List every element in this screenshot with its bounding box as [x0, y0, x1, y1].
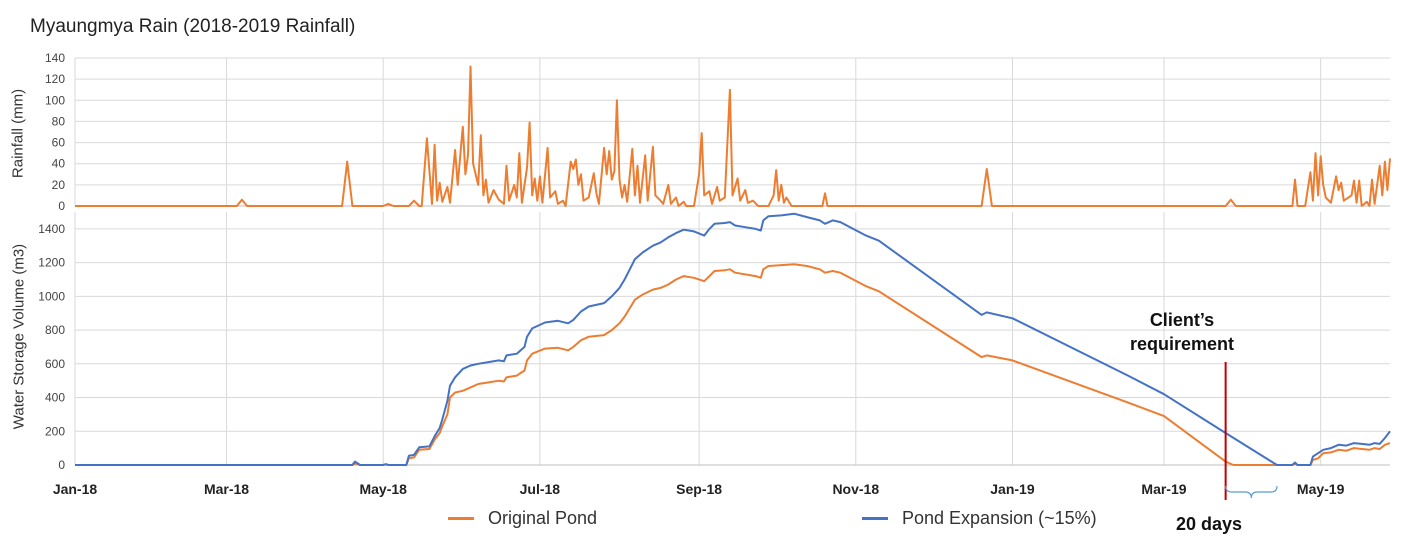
rain-ytick-7: 140: [45, 51, 65, 65]
x-tick-label-0: Jan-18: [53, 481, 98, 497]
x-tick-label-2: May-18: [359, 481, 407, 497]
storage-series-1-line: [75, 212, 1391, 466]
x-tick-label-8: May-19: [1297, 481, 1345, 497]
x-tick-label-5: Nov-18: [832, 481, 879, 497]
legend-label-original: Original Pond: [488, 508, 598, 528]
x-tick-label-1: Mar-18: [204, 481, 249, 497]
storage-ytick-5: 1000: [38, 289, 65, 303]
x-tick-label-6: Jan-19: [990, 481, 1035, 497]
rain-ytick-1: 20: [52, 178, 66, 192]
span-annotation: 20 days: [1176, 514, 1243, 534]
rain-ytick-4: 80: [52, 114, 66, 128]
storage-ytick-7: 1400: [38, 222, 65, 236]
rain-ytick-3: 60: [52, 136, 66, 150]
rain-series-0-line: [75, 65, 1391, 207]
storage-ytick-2: 400: [45, 391, 65, 405]
storage-ytick-6: 1200: [38, 256, 65, 270]
storage-ytick-3: 600: [45, 357, 65, 371]
legend-label-expansion: Pond Expansion (~15%): [902, 508, 1097, 528]
span-brace: [1225, 485, 1278, 499]
legend-swatch-original: [448, 517, 474, 520]
storage-ytick-0: 0: [58, 458, 65, 472]
storage-ytick-1: 200: [45, 424, 65, 438]
legend-original: Original Pond: [448, 508, 597, 529]
x-tick-label-4: Sep-18: [676, 481, 722, 497]
chart-title: Myaungmya Rain (2018-2019 Rainfall): [30, 16, 356, 37]
x-tick-label-7: Mar-19: [1141, 481, 1186, 497]
rain-ytick-2: 40: [52, 157, 66, 171]
storage-ytick-4: 800: [45, 323, 65, 337]
x-tick-label-3: Jul-18: [520, 481, 561, 497]
legend-swatch-expansion: [862, 517, 888, 520]
storage-series-0-line: [75, 263, 1391, 466]
rain-ytick-0: 0: [58, 199, 65, 213]
rain-ytick-6: 120: [45, 72, 65, 86]
legend-expansion: Pond Expansion (~15%): [862, 508, 1097, 529]
rain-ytick-5: 100: [45, 93, 65, 107]
requirement-annotation: Client’s requirement: [1129, 310, 1235, 354]
